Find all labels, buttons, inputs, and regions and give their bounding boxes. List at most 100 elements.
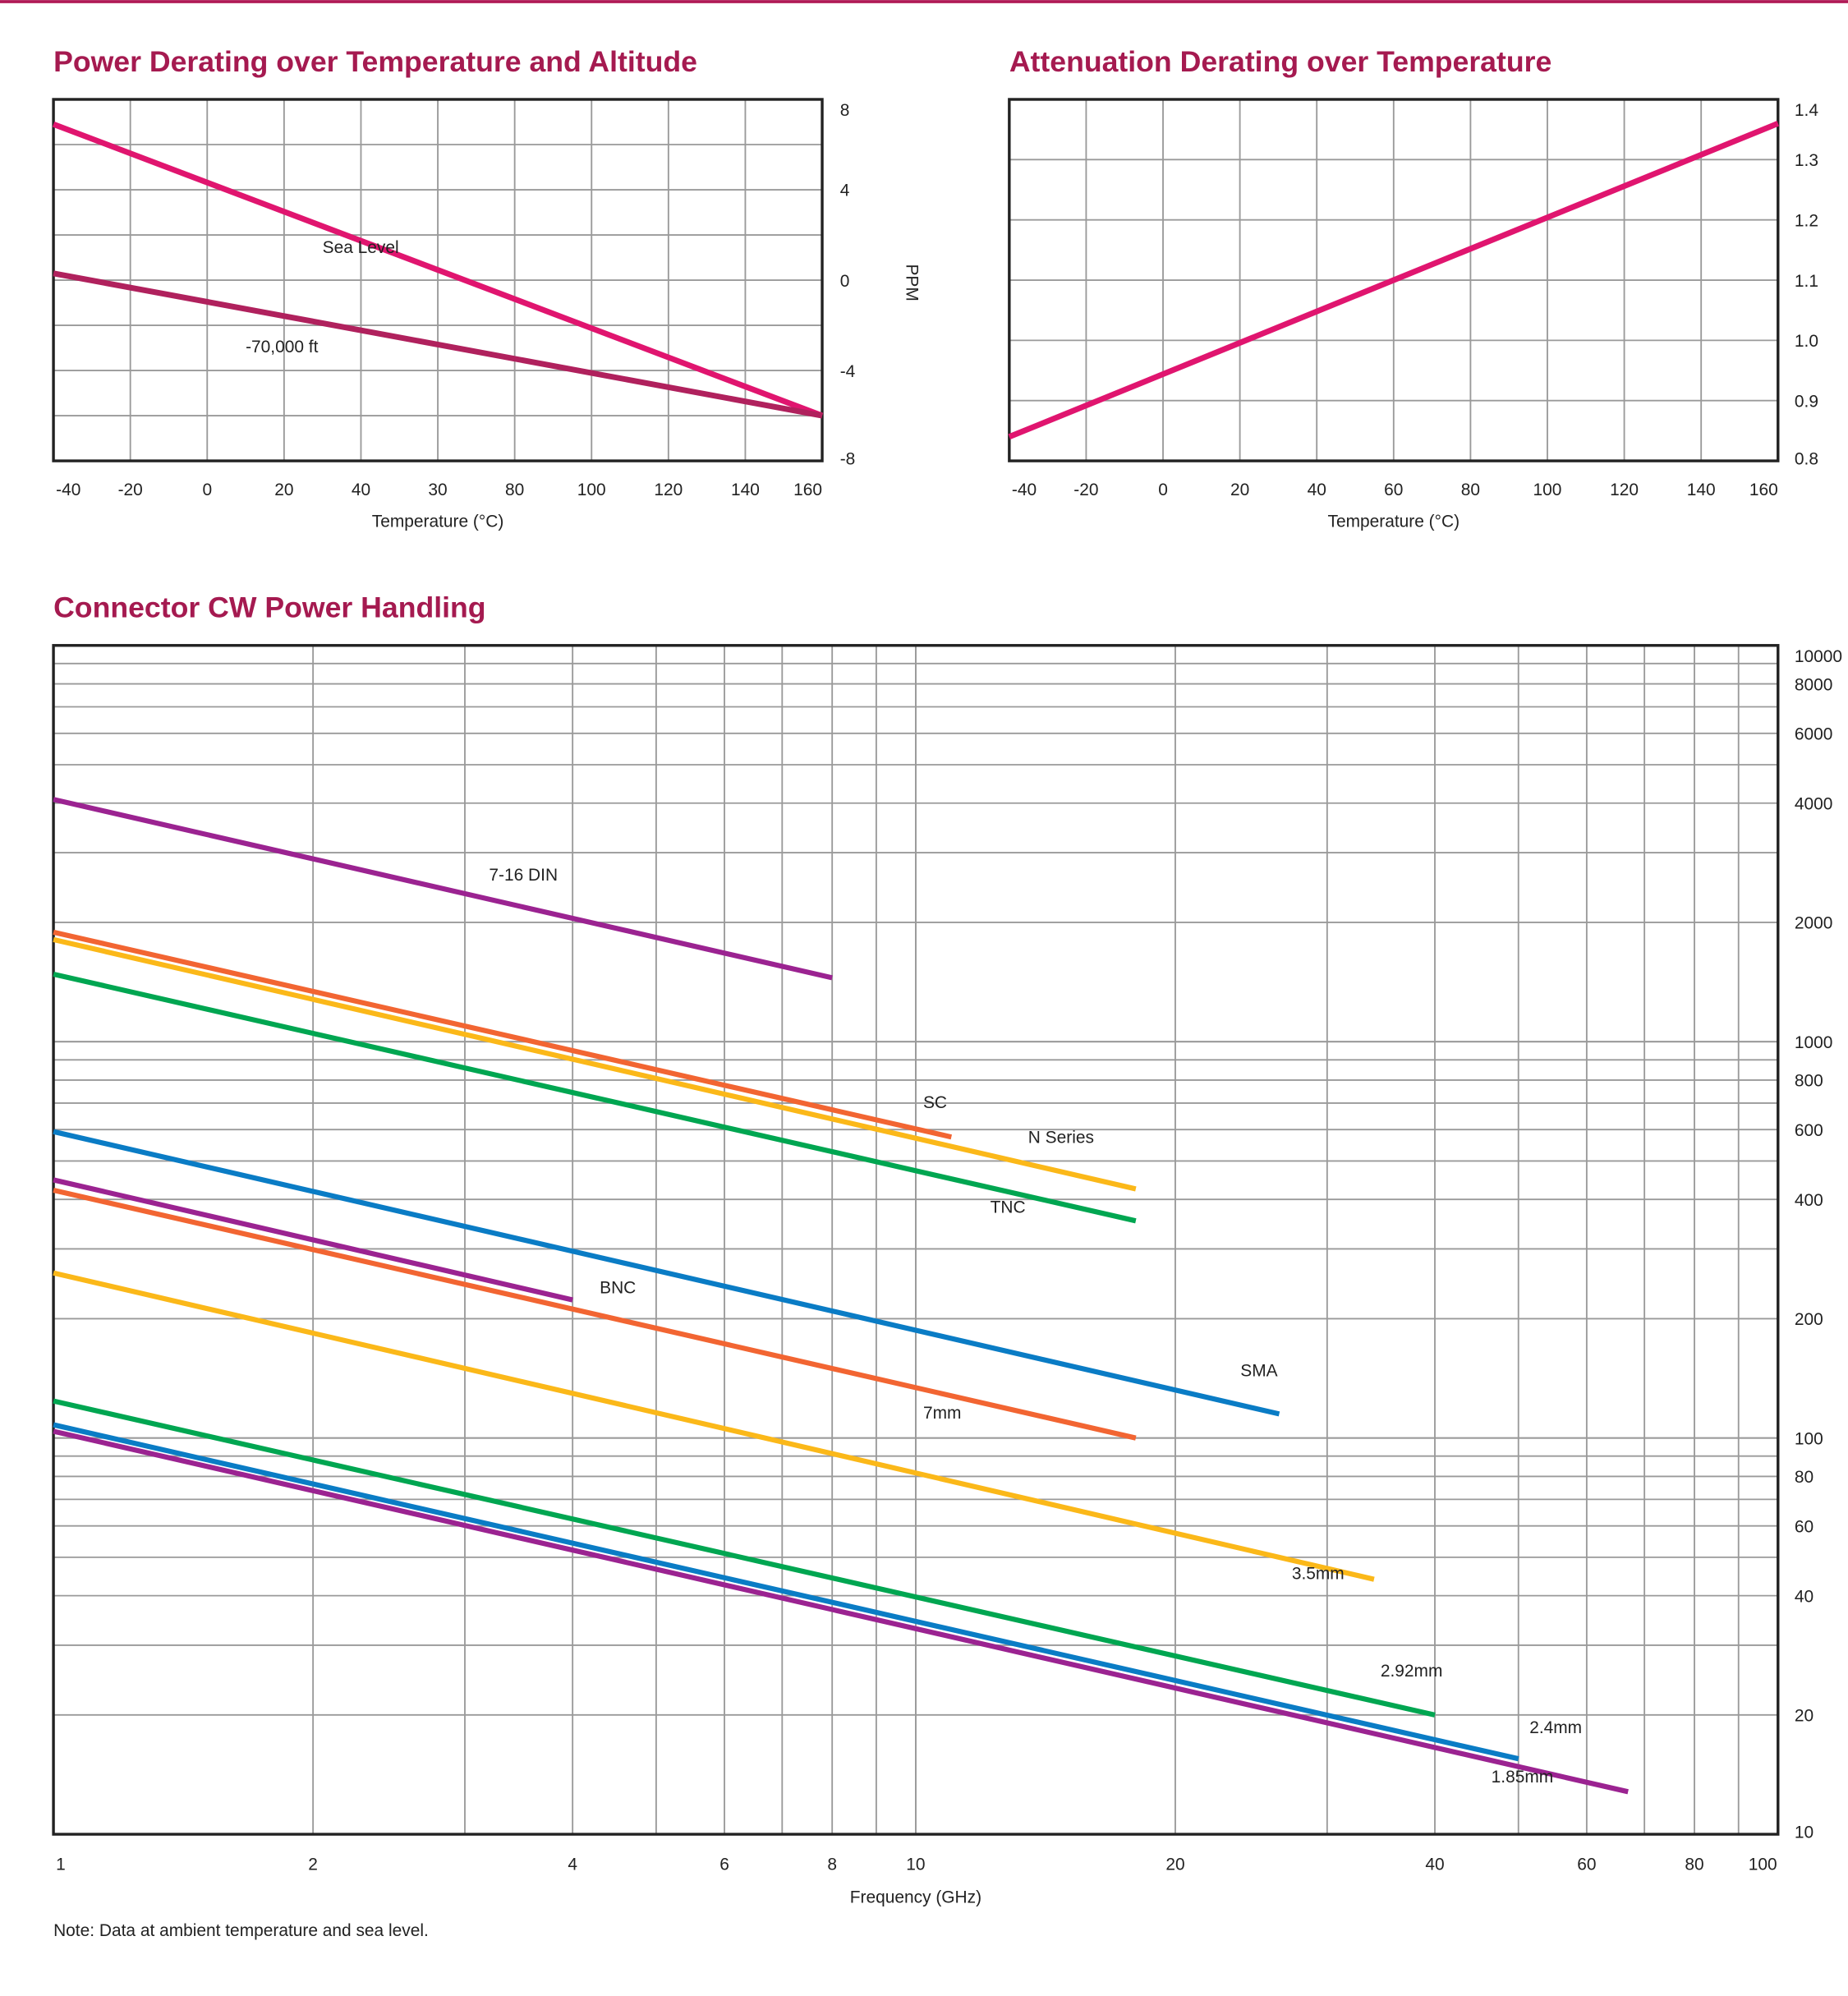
connector-power-handling-chart: Connector CW Power Handling 7-16 DIN SC N … [52,591,1842,1907]
x-tick-label: 40 [1425,1855,1444,1874]
x-tick-label: 120 [1610,481,1639,499]
y-tick-label: 1.0 [1795,332,1818,351]
series-label: SMA [1240,1362,1277,1381]
x-tick-label: 20 [274,481,293,499]
y-tick-label: 800 [1795,1072,1823,1091]
series-line-7-16-din [53,797,833,981]
x-tick-label: 160 [1749,481,1778,499]
series-line--70-000-ft [53,270,823,419]
y-tick-label: 600 [1795,1121,1823,1140]
x-axis-title: Temperature (°C) [1328,513,1460,531]
x-tick-label: 100 [577,481,606,499]
chart-title: Power Derating over Temperature and Alti… [53,45,697,78]
x-tick-label: -40 [1012,481,1037,499]
series-line-1-85mm [53,1428,1629,1795]
series-line-7mm [53,1187,1137,1441]
x-tick-label: 6 [719,1855,729,1874]
y-tick-label: 40 [1795,1587,1814,1606]
x-tick-label: 40 [352,481,370,499]
x-tick-label: -40 [56,481,80,499]
y-tick-label: 1.1 [1795,272,1818,291]
series-line-tnc [53,972,1137,1224]
series-line-3-5mm [53,1270,1375,1582]
y-tick-label: 0 [840,272,850,291]
x-axis-title: Temperature (°C) [372,513,504,531]
series-label: N Series [1028,1129,1094,1147]
series-label: SC [923,1093,947,1112]
x-tick-label: 20 [1230,481,1249,499]
x-tick-label: 4 [568,1855,577,1874]
x-tick-label: 60 [1384,481,1403,499]
x-tick-label: 0 [202,481,212,499]
plot-frame [52,98,824,462]
y-tick-label: 10000 [1795,647,1842,666]
series-line-2-4mm [53,1422,1519,1762]
series-label: 3.5mm [1292,1565,1345,1584]
x-tick-label: 100 [1749,1855,1777,1874]
x-tick-label: -20 [1073,481,1098,499]
y-tick-label: 4000 [1795,794,1833,813]
x-tick-label: 80 [1461,481,1480,499]
top-rule [0,0,1848,3]
series-line-sea-level [52,121,824,419]
series-label: Sea Level [323,238,399,257]
chart-title: Attenuation Derating over Temperature [1009,45,1552,78]
series-label: -70,000 ft [246,338,319,356]
x-tick-label: 120 [654,481,683,499]
series-label: 1.85mm [1492,1768,1554,1787]
x-tick-label: 60 [1577,1855,1596,1874]
x-tick-label: 140 [1687,481,1716,499]
y-tick-label: 1000 [1795,1033,1833,1052]
series-line-2-92mm [53,1398,1436,1718]
x-tick-label: 30 [428,481,447,499]
y-tick-label: -4 [840,362,856,381]
series-line-n-series [53,936,1137,1192]
x-tick-label: 2 [308,1855,318,1874]
y-tick-label: 0.9 [1795,392,1818,411]
y-tick-label: 8000 [1795,675,1833,694]
y-tick-label: 0.8 [1795,450,1818,469]
y-tick-label: 60 [1795,1517,1814,1536]
y-tick-label: 1.3 [1795,151,1818,170]
series-label: 7-16 DIN [489,866,558,885]
x-tick-label: 140 [731,481,760,499]
y-tick-label: 400 [1795,1191,1823,1210]
x-tick-label: 8 [827,1855,837,1874]
series-label: 2.4mm [1529,1718,1582,1737]
series-label: 7mm [923,1404,961,1423]
series-line-0 [1008,121,1780,440]
y-tick-label: 6000 [1795,725,1833,744]
x-tick-label: 10 [906,1855,925,1874]
series-line-bnc [53,1177,573,1303]
x-tick-label: 0 [1158,481,1168,499]
x-tick-label: 160 [793,481,822,499]
y-tick-label: 80 [1795,1468,1814,1487]
series-line-sc [53,929,953,1140]
x-tick-label: 100 [1533,481,1562,499]
x-axis-title: Frequency (GHz) [850,1888,981,1907]
x-tick-label: 20 [1165,1855,1184,1874]
x-tick-label: -20 [118,481,143,499]
x-tick-label: 80 [1685,1855,1703,1874]
y-tick-label: 8 [840,101,850,120]
x-tick-label: 1 [56,1855,66,1874]
plot-frame [1008,98,1780,462]
chart-title: Connector CW Power Handling [53,591,485,624]
grid [53,99,823,462]
grid [53,644,1779,1836]
y-tick-label: 1.2 [1795,211,1818,230]
y-axis-title: PPM [902,264,921,301]
series-label: BNC [600,1278,636,1297]
series-label: 2.92mm [1381,1662,1443,1681]
series-line-sma [53,1129,1280,1417]
x-tick-label: 80 [505,481,524,499]
y-tick-label: -8 [840,450,856,469]
y-tick-label: 4 [840,182,850,200]
attenuation-derating-chart: Attenuation Derating over Temperature -4… [1008,45,1818,531]
y-tick-label: 100 [1795,1429,1823,1448]
plot-frame [52,644,1780,1836]
series-label: TNC [991,1198,1026,1217]
y-tick-label: 1.4 [1795,101,1818,120]
power-derating-chart: Power Derating over Temperature and Alti… [52,45,921,531]
